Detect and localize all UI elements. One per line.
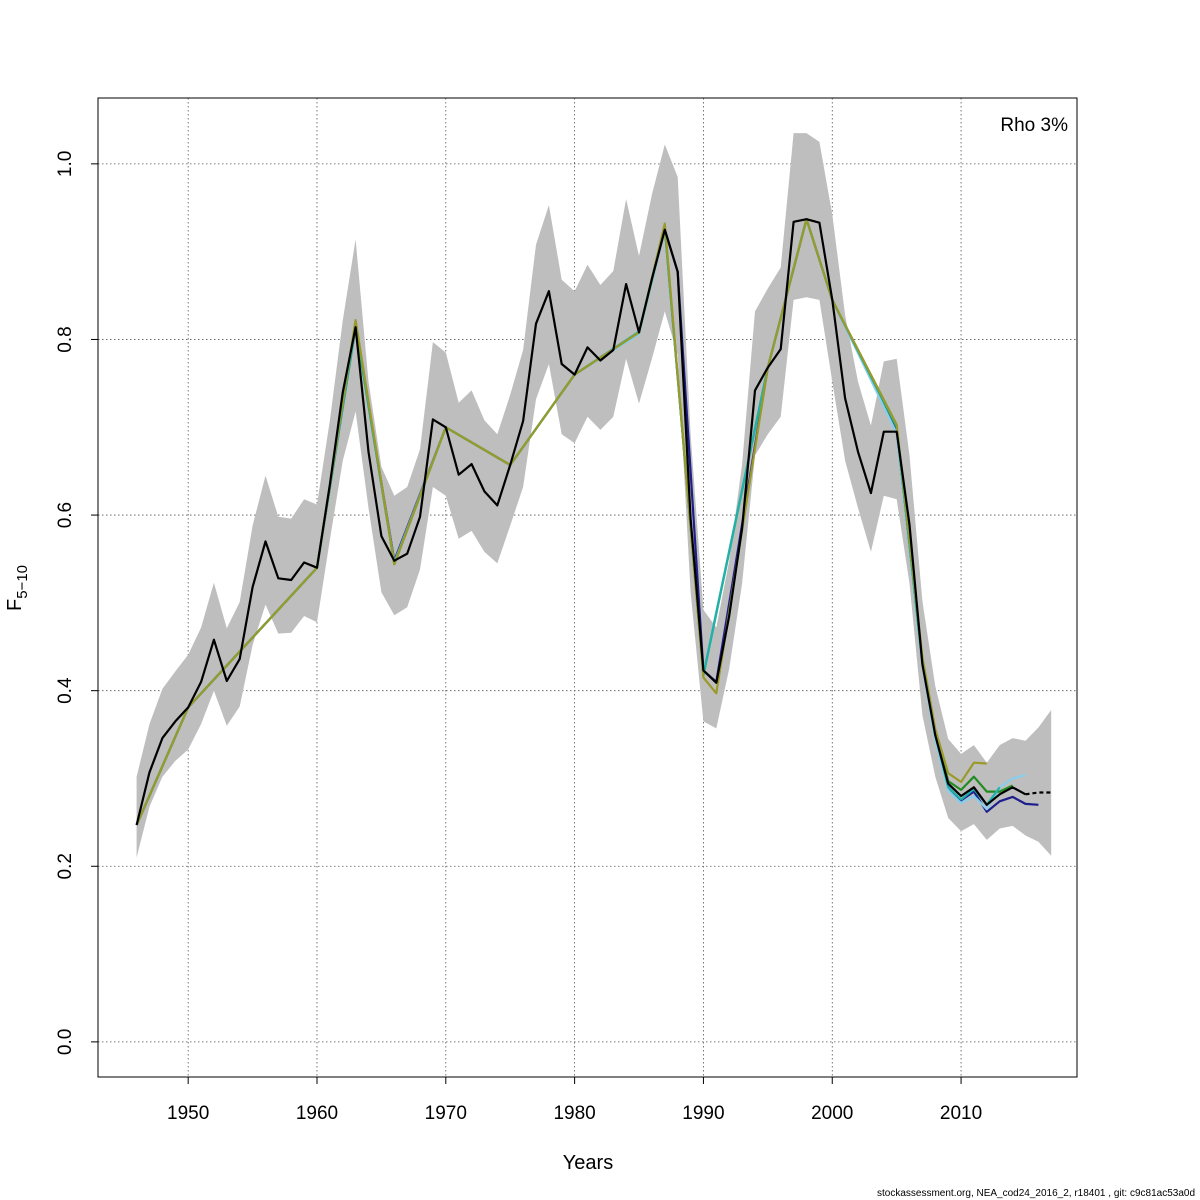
y-tick-label-4: 0.8 [55,326,76,352]
y-axis-title-main: F [4,599,26,611]
x-tick-label-1: 1960 [296,1103,338,1124]
plot-frame [97,97,1078,1078]
x-tick-label-0: 1950 [167,1103,209,1124]
x-axis-title: Years [563,1152,613,1174]
x-tick-label-5: 2000 [811,1103,853,1124]
x-tick-label-3: 1980 [553,1103,595,1124]
y-axis-title-subscript: 5−10 [14,565,31,599]
y-tick-label-1: 0.2 [55,853,76,879]
series-lines [135,218,1052,826]
series-line-0 [135,218,1027,826]
y-tick-label-3: 0.6 [55,502,76,528]
y-tick-label-2: 0.4 [55,677,76,704]
y-axis: 0.0 0.2 0.4 0.6 0.8 1.0 [55,151,98,1055]
footer-credit: stockassessment.org, NEA_cod24_2016_2, r… [877,1188,1195,1199]
y-tick-label-5: 1.0 [55,151,76,177]
x-tick-label-6: 2010 [940,1103,982,1124]
series-line-0-projection [1025,791,1052,796]
y-tick-label-0: 0.0 [55,1029,76,1055]
x-tick-label-2: 1970 [425,1103,467,1124]
rho-annotation: Rho 3% [1000,115,1068,136]
series-line-5 [135,218,987,826]
confidence-band [136,133,1052,858]
x-axis: 1950 1960 1970 1980 1990 2000 2010 [167,1077,982,1124]
x-tick-label-4: 1990 [682,1103,724,1124]
y-axis-title: F5−10 [4,565,31,611]
confidence-band-area [136,133,1052,858]
